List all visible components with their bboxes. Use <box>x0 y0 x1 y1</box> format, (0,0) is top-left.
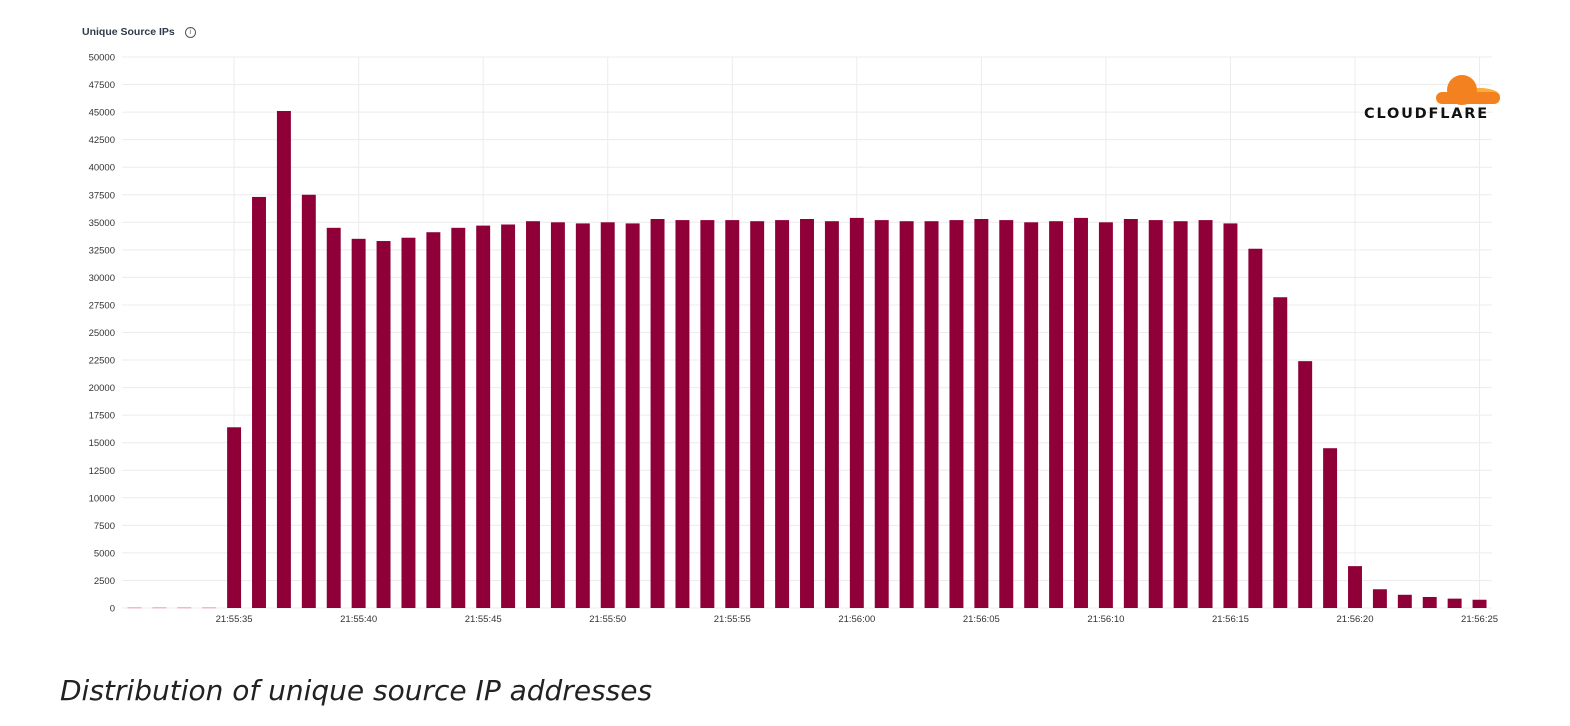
y-tick-label: 42500 <box>89 135 115 146</box>
bar <box>974 218 989 608</box>
y-tick-label: 50000 <box>89 53 115 64</box>
bar <box>899 221 914 608</box>
bar <box>1123 218 1138 608</box>
bar <box>775 220 790 608</box>
bar <box>326 227 341 608</box>
bar <box>600 222 615 609</box>
bar <box>152 607 167 609</box>
bar <box>999 220 1014 608</box>
bar <box>1422 596 1437 608</box>
y-tick-label: 40000 <box>89 163 115 174</box>
bar <box>526 221 540 608</box>
bar <box>800 218 814 608</box>
bar <box>1148 220 1163 608</box>
bar <box>501 224 516 608</box>
bar <box>1173 221 1188 608</box>
bar <box>376 241 391 608</box>
bar <box>675 220 690 608</box>
y-tick-label: 0 <box>110 604 115 615</box>
bar <box>849 217 864 608</box>
bar <box>401 237 416 608</box>
y-tick-label: 5000 <box>94 548 115 559</box>
bar <box>476 225 491 608</box>
x-tick-label: 21:55:35 <box>216 614 253 625</box>
x-tick-label: 21:55:55 <box>714 614 751 625</box>
logo-text: CLOUDFLARE <box>1364 106 1489 122</box>
bar <box>227 427 242 608</box>
bar <box>924 221 939 608</box>
y-tick-label: 7500 <box>94 521 115 532</box>
y-tick-label: 20000 <box>89 383 115 394</box>
chart-title-row: Unique Source IPs i <box>82 26 196 38</box>
y-tick-label: 37500 <box>89 190 115 201</box>
bar <box>1298 361 1313 608</box>
bar <box>1447 598 1462 608</box>
x-tick-label: 21:56:25 <box>1461 614 1498 625</box>
bar <box>177 607 192 609</box>
x-tick-label: 21:55:40 <box>340 614 377 625</box>
bar <box>1223 223 1238 609</box>
bar <box>1098 222 1113 609</box>
y-tick-label: 2500 <box>94 576 115 587</box>
y-tick-label: 45000 <box>89 108 115 119</box>
x-tick-label: 21:55:45 <box>465 614 502 625</box>
bar <box>1074 217 1088 608</box>
y-tick-label: 32500 <box>89 245 115 256</box>
y-tick-label: 22500 <box>89 356 115 367</box>
bar <box>1049 221 1064 608</box>
x-tick-label: 21:56:10 <box>1087 614 1124 625</box>
bar <box>625 223 640 609</box>
bar <box>725 220 740 608</box>
bar <box>1472 599 1487 608</box>
y-tick-label: 30000 <box>89 273 115 284</box>
bar <box>550 222 565 609</box>
y-tick-label: 25000 <box>89 328 115 339</box>
bar <box>650 218 665 608</box>
y-tick-label: 27500 <box>89 300 115 311</box>
bar <box>700 220 715 608</box>
bar <box>1397 594 1412 608</box>
cloud-icon <box>1436 75 1500 105</box>
bar <box>824 221 839 608</box>
bar <box>301 194 316 608</box>
y-tick-label: 17500 <box>89 411 115 422</box>
bar <box>1323 448 1338 608</box>
bar <box>750 221 765 608</box>
y-tick-label: 15000 <box>89 438 115 449</box>
bar <box>575 223 590 609</box>
bar <box>1248 248 1263 609</box>
bar-chart: 0 2500 5000 7500 10000 12500 15000 17500 20000 22… <box>89 53 1498 626</box>
bar <box>451 227 466 608</box>
chart-title: Unique Source IPs <box>82 26 175 38</box>
bar <box>127 607 142 609</box>
x-tick-label: 21:55:50 <box>589 614 626 625</box>
bar <box>949 220 964 608</box>
x-tick-label: 21:56:15 <box>1212 614 1249 625</box>
y-tick-label: 10000 <box>89 493 115 504</box>
x-tick-label: 21:56:00 <box>838 614 875 625</box>
cloudflare-logo: CLOUDFLARE <box>1364 70 1504 122</box>
bar <box>874 220 889 608</box>
bar <box>1024 222 1039 609</box>
x-tick-label: 21:56:20 <box>1337 614 1374 625</box>
figure-caption: Distribution of unique source IP address… <box>60 674 653 707</box>
bar <box>351 238 366 608</box>
bar <box>276 110 291 609</box>
bar <box>1198 220 1213 608</box>
x-tick-label: 21:56:05 <box>963 614 1000 625</box>
bar <box>1372 589 1387 608</box>
y-tick-label: 35000 <box>89 218 115 229</box>
bar <box>1348 566 1362 608</box>
bar <box>202 607 217 609</box>
bar <box>1273 297 1288 608</box>
y-tick-label: 12500 <box>89 466 115 477</box>
bar <box>426 232 441 608</box>
y-tick-label: 47500 <box>89 80 115 91</box>
info-icon[interactable]: i <box>184 26 196 38</box>
bar <box>252 196 266 609</box>
